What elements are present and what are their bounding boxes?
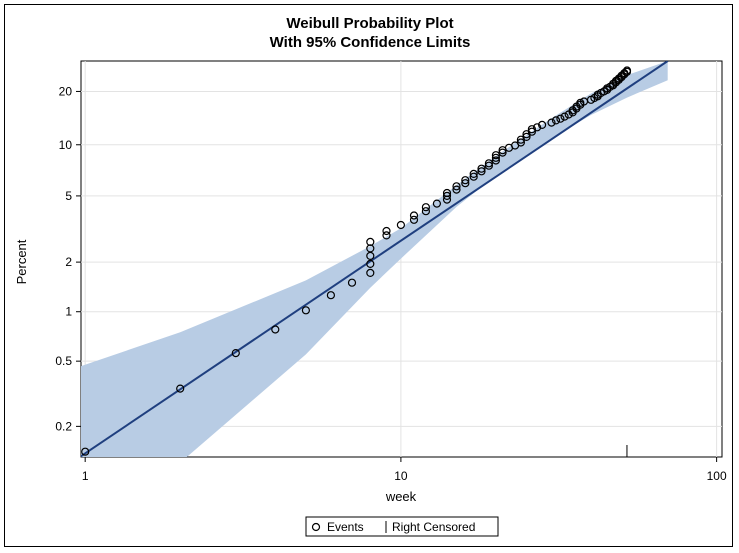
event-point-49 <box>551 116 561 125</box>
event-point-22 <box>442 188 452 198</box>
event-point-5 <box>326 291 335 300</box>
chart-title: Weibull Probability Plot <box>286 15 453 32</box>
event-point-4 <box>301 306 310 315</box>
event-point-45 <box>527 125 537 134</box>
y-tick-label-0: 0.2 <box>55 419 72 433</box>
y-tick-label-3: 2 <box>65 255 72 269</box>
event-point-32 <box>484 159 493 168</box>
event-point-16 <box>409 211 419 220</box>
event-point-21 <box>442 191 452 200</box>
legend-events-marker <box>311 522 321 532</box>
fit-line-layer <box>81 61 669 457</box>
event-point-8 <box>366 259 375 268</box>
legend: Events Right Censored <box>305 516 499 537</box>
chart-subtitle: With 95% Confidence Limits <box>270 34 471 51</box>
x-axis-label: week <box>385 489 417 504</box>
event-point-26 <box>461 176 470 185</box>
event-point-46 <box>532 123 542 132</box>
event-point-24 <box>452 182 461 191</box>
event-point-33 <box>491 156 500 165</box>
y-tick-label-2: 1 <box>65 305 72 319</box>
event-point-58 <box>576 98 585 108</box>
event-point-0 <box>81 447 90 456</box>
x-tick-label-0: 1 <box>82 469 89 483</box>
tick-labels: 1 10 100 0.2 0.5 1 2 5 10 20 <box>55 84 727 483</box>
event-point-48 <box>547 118 556 127</box>
events-layer <box>81 66 632 456</box>
y-axis-label: Percent <box>14 239 29 284</box>
event-point-29 <box>477 167 486 176</box>
axes <box>76 90 718 462</box>
event-point-15 <box>409 215 419 224</box>
event-point-1 <box>176 384 185 393</box>
event-point-14 <box>396 220 405 230</box>
event-point-11 <box>366 237 375 246</box>
event-point-25 <box>461 179 470 188</box>
event-point-28 <box>469 169 478 178</box>
event-point-34 <box>491 153 500 162</box>
event-point-30 <box>477 164 486 173</box>
y-tick-label-4: 5 <box>65 189 72 203</box>
chart-frame: Weibull Probability Plot With 95% Confid… <box>4 4 733 547</box>
event-point-44 <box>527 127 537 136</box>
event-point-36 <box>498 148 507 157</box>
event-point-2 <box>231 349 240 358</box>
event-point-40 <box>516 138 526 147</box>
event-point-35 <box>491 151 500 160</box>
x-tick-label-2: 100 <box>707 469 727 483</box>
event-point-31 <box>484 161 493 170</box>
event-point-17 <box>421 207 430 216</box>
event-point-18 <box>421 203 430 212</box>
fit-line <box>81 61 669 457</box>
event-point-23 <box>452 185 461 194</box>
y-tick-label-6: 20 <box>59 84 73 98</box>
legend-events-label: Events <box>327 520 364 534</box>
event-point-47 <box>537 120 547 130</box>
event-point-6 <box>347 278 357 287</box>
event-point-19 <box>432 199 441 208</box>
legend-censored-label: Right Censored <box>392 520 475 534</box>
y-tick-label-5: 10 <box>59 138 73 152</box>
event-point-13 <box>382 226 391 236</box>
event-point-27 <box>469 172 478 181</box>
event-point-42 <box>522 132 531 141</box>
event-point-50 <box>556 114 565 123</box>
legend-box <box>305 516 499 537</box>
event-point-12 <box>382 231 391 240</box>
x-tick-label-1: 10 <box>394 469 408 483</box>
event-point-80 <box>622 66 632 75</box>
weibull-chart: Weibull Probability Plot With 95% Confid… <box>14 15 727 537</box>
event-point-7 <box>366 268 375 277</box>
y-tick-label-1: 0.5 <box>55 354 72 368</box>
event-point-3 <box>271 325 280 334</box>
event-point-51 <box>560 112 569 121</box>
